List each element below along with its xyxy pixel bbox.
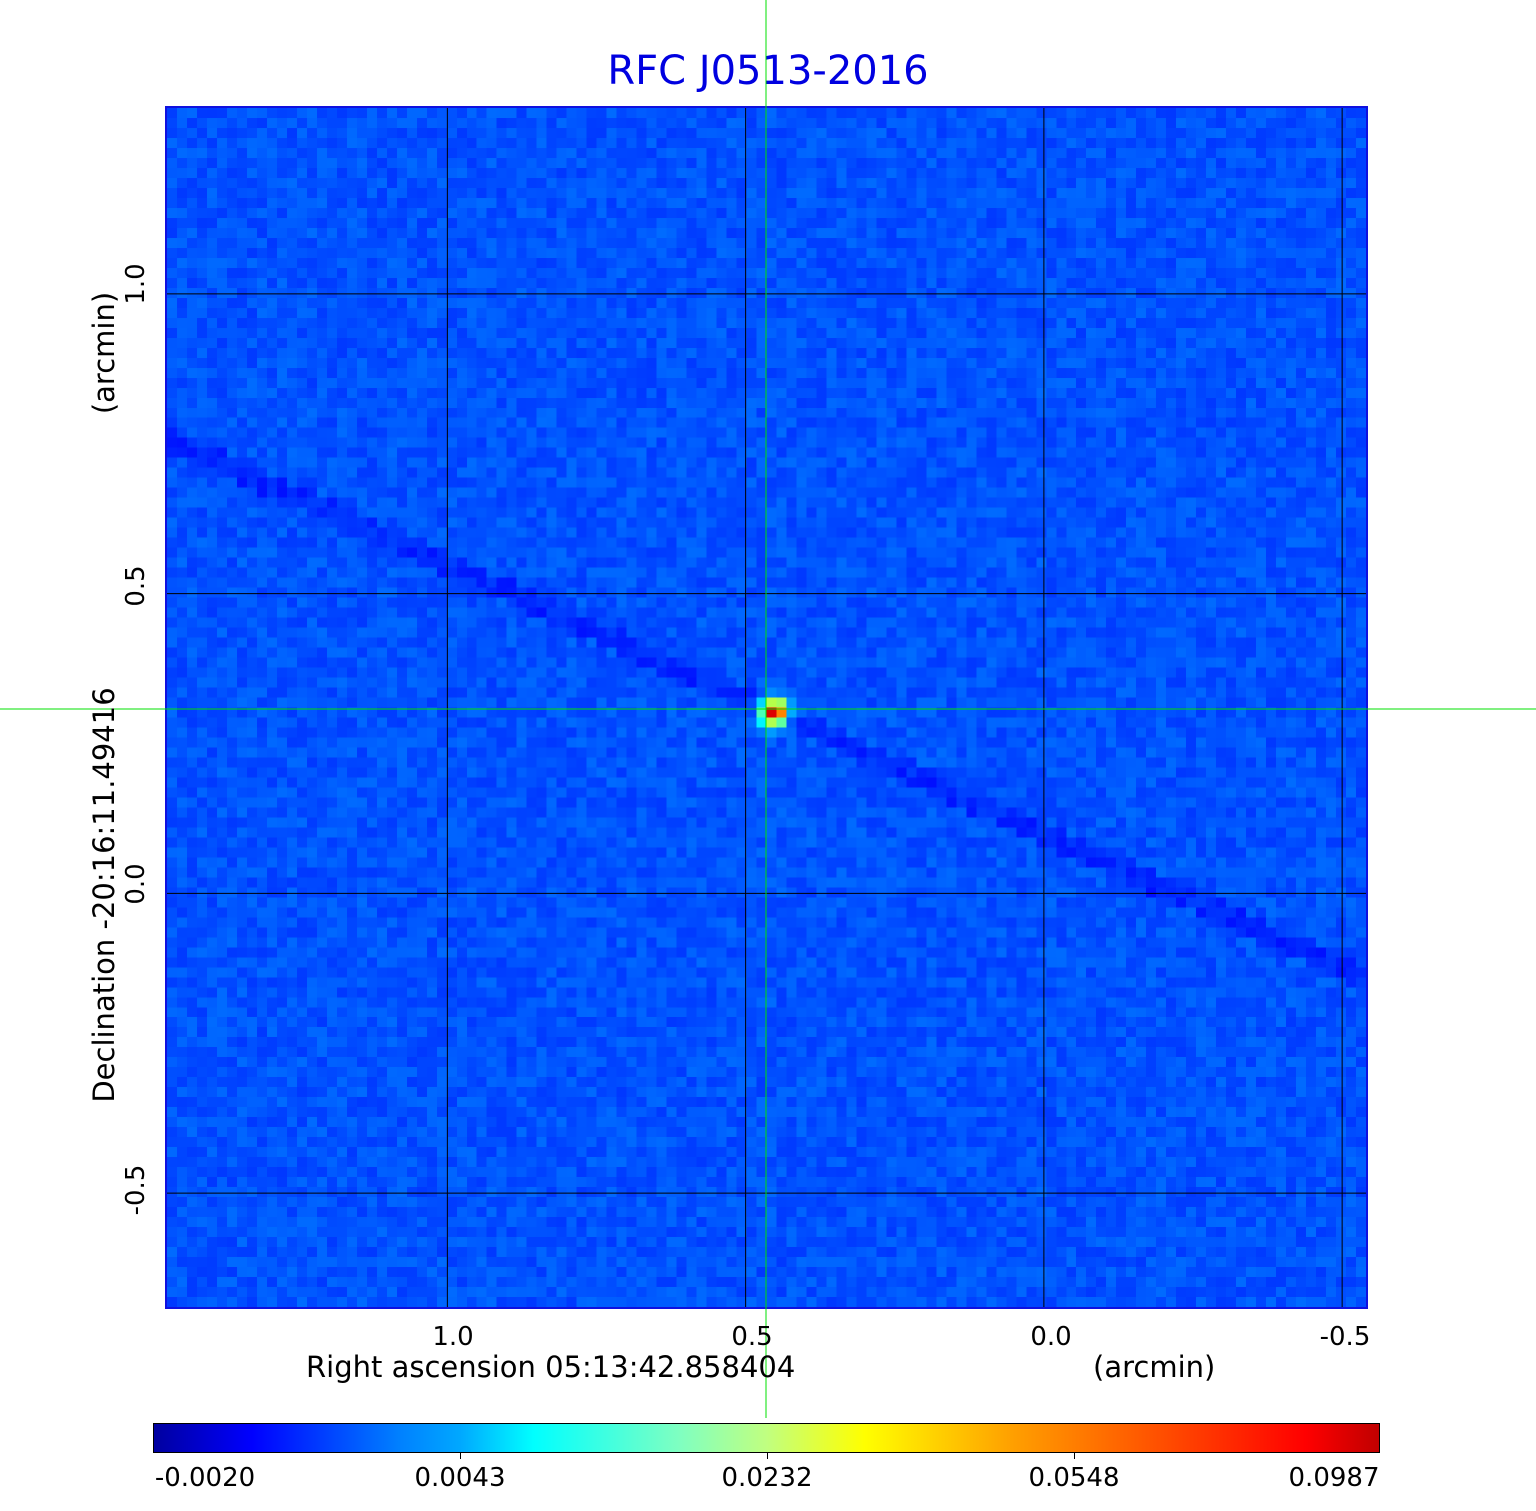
x-tick-label: 1.0 <box>432 1322 474 1352</box>
colorbar-tick <box>460 1453 461 1459</box>
x-tick-label: 0.5 <box>731 1322 773 1352</box>
colorbar-tick-label: 0.0043 <box>414 1463 506 1493</box>
colorbar-tick-label: 0.0548 <box>1028 1463 1120 1493</box>
x-axis-label: Right ascension 05:13:42.858404 <box>306 1350 796 1384</box>
y-tick-label: -0.5 <box>121 1164 151 1216</box>
x-tick-label: 0.0 <box>1030 1322 1072 1352</box>
y-axis-unit: (arcmin) <box>87 291 121 415</box>
colorbar-tick <box>1074 1453 1075 1459</box>
colorbar-tick-label: 0.0987 <box>1288 1463 1380 1493</box>
x-tick-label: -0.5 <box>1319 1322 1371 1352</box>
x-axis-unit: (arcmin) <box>1093 1350 1216 1384</box>
y-tick-label: 0.5 <box>121 565 151 607</box>
y-tick-label: 1.0 <box>121 263 151 305</box>
colorbar <box>153 1423 1380 1453</box>
colorbar-tick-label: -0.0020 <box>154 1463 256 1493</box>
y-axis-label: Declination -20:16:11.49416 <box>87 687 121 1103</box>
chart-title: RFC J0513-2016 <box>607 48 929 94</box>
colorbar-tick <box>767 1453 768 1459</box>
y-tick-label: 0.0 <box>121 863 151 905</box>
colorbar-tick-label: 0.0232 <box>721 1463 813 1493</box>
